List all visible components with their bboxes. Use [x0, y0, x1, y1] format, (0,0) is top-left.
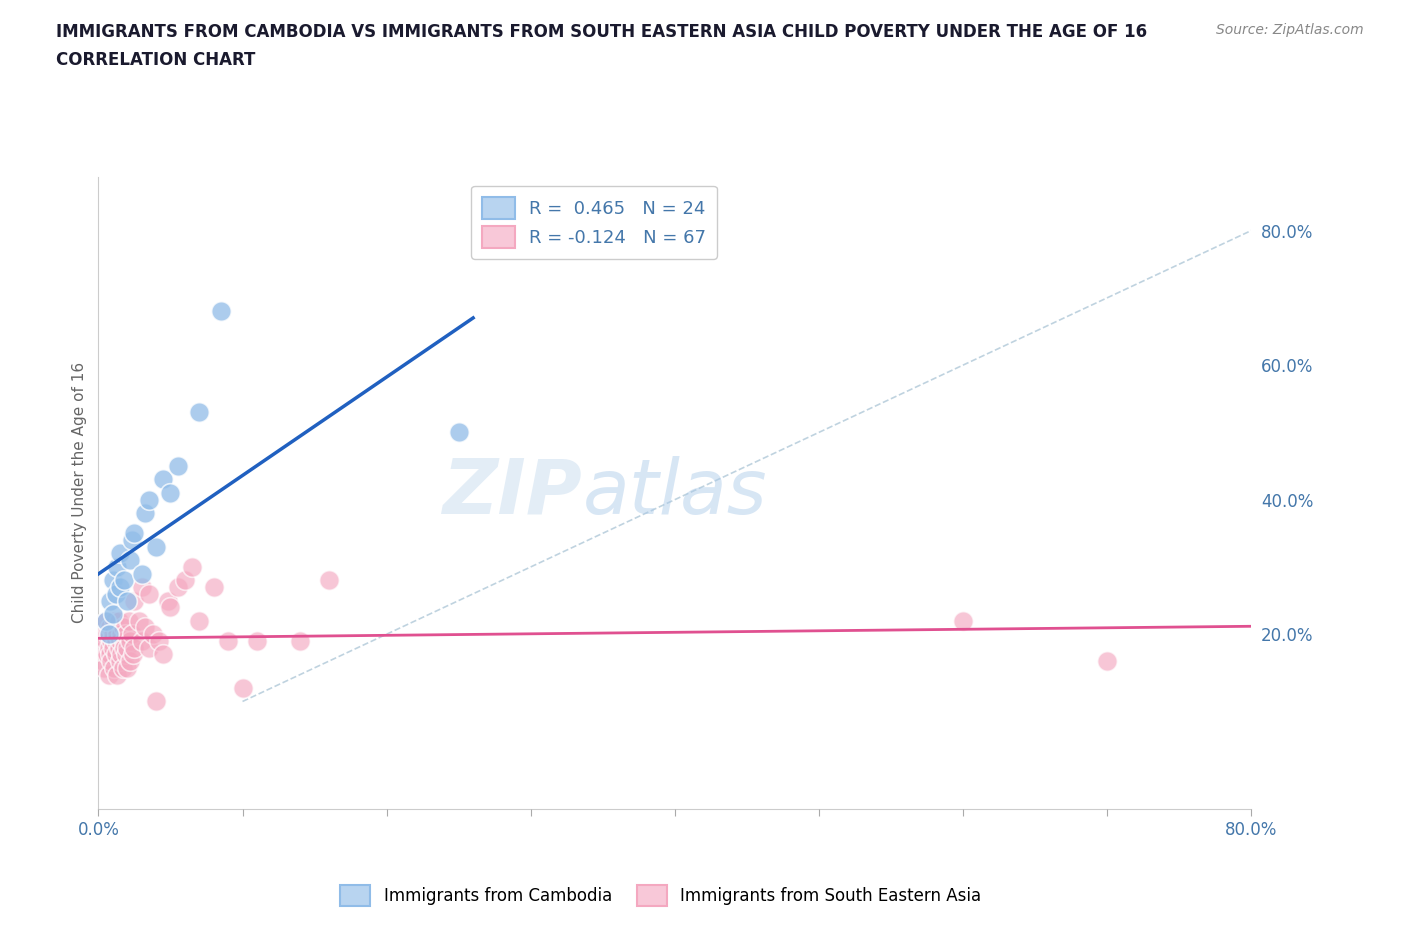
Point	[117, 660, 139, 675]
Point	[103, 613, 125, 628]
Point	[202, 579, 225, 594]
Point	[128, 613, 150, 628]
Point	[100, 633, 122, 648]
Point	[952, 613, 974, 628]
Point	[290, 633, 312, 648]
Point	[152, 647, 174, 662]
Point	[90, 640, 112, 655]
Point	[138, 640, 160, 655]
Point	[101, 640, 124, 655]
Point	[145, 694, 167, 709]
Point	[1097, 654, 1119, 669]
Point	[181, 560, 204, 575]
Point	[101, 606, 124, 621]
Point	[94, 613, 117, 628]
Point	[159, 600, 181, 615]
Point	[98, 647, 121, 662]
Point	[108, 633, 131, 648]
Point	[96, 627, 118, 642]
Point	[105, 667, 128, 682]
Point	[124, 593, 146, 608]
Text: CORRELATION CHART: CORRELATION CHART	[56, 51, 256, 69]
Point	[159, 485, 181, 500]
Text: ZIP: ZIP	[443, 456, 582, 530]
Point	[447, 425, 470, 440]
Point	[124, 640, 146, 655]
Point	[107, 613, 129, 628]
Point	[114, 647, 136, 662]
Point	[93, 660, 115, 675]
Point	[124, 525, 146, 540]
Legend: R =  0.465   N = 24, R = -0.124   N = 67: R = 0.465 N = 24, R = -0.124 N = 67	[471, 186, 717, 259]
Point	[108, 579, 131, 594]
Point	[131, 579, 153, 594]
Point	[104, 587, 127, 602]
Text: IMMIGRANTS FROM CAMBODIA VS IMMIGRANTS FROM SOUTH EASTERN ASIA CHILD POVERTY UND: IMMIGRANTS FROM CAMBODIA VS IMMIGRANTS F…	[56, 23, 1147, 41]
Point	[246, 633, 269, 648]
Point	[117, 593, 139, 608]
Point	[188, 405, 211, 419]
Legend: Immigrants from Cambodia, Immigrants from South Eastern Asia: Immigrants from Cambodia, Immigrants fro…	[333, 879, 988, 912]
Point	[110, 627, 132, 642]
Point	[98, 620, 121, 635]
Point	[96, 647, 118, 662]
Point	[120, 633, 142, 648]
Point	[100, 654, 122, 669]
Point	[104, 633, 127, 648]
Point	[97, 627, 120, 642]
Point	[105, 627, 128, 642]
Point	[112, 573, 135, 588]
Point	[131, 633, 153, 648]
Text: Source: ZipAtlas.com: Source: ZipAtlas.com	[1216, 23, 1364, 37]
Point	[103, 660, 125, 675]
Point	[114, 627, 136, 642]
Point	[120, 654, 142, 669]
Point	[145, 539, 167, 554]
Point	[134, 620, 156, 635]
Point	[121, 627, 143, 642]
Point	[101, 627, 124, 642]
Point	[231, 681, 254, 696]
Point	[156, 593, 179, 608]
Point	[318, 573, 340, 588]
Point	[131, 566, 153, 581]
Point	[104, 647, 127, 662]
Point	[107, 640, 129, 655]
Point	[174, 573, 197, 588]
Point	[94, 613, 117, 628]
Text: atlas: atlas	[582, 456, 768, 530]
Point	[93, 627, 115, 642]
Point	[111, 660, 134, 675]
Point	[91, 654, 114, 669]
Point	[98, 593, 121, 608]
Point	[118, 613, 141, 628]
Point	[138, 587, 160, 602]
Point	[138, 492, 160, 507]
Point	[110, 647, 132, 662]
Point	[148, 633, 170, 648]
Point	[142, 627, 165, 642]
Point	[108, 546, 131, 561]
Point	[111, 620, 134, 635]
Point	[134, 506, 156, 521]
Point	[188, 613, 211, 628]
Point	[105, 560, 128, 575]
Point	[209, 304, 232, 319]
Point	[122, 647, 145, 662]
Point	[217, 633, 239, 648]
Point	[94, 633, 117, 648]
Point	[121, 533, 143, 548]
Point	[166, 458, 188, 473]
Point	[166, 579, 188, 594]
Point	[97, 640, 120, 655]
Y-axis label: Child Poverty Under the Age of 16: Child Poverty Under the Age of 16	[72, 363, 87, 623]
Point	[101, 573, 124, 588]
Point	[112, 640, 135, 655]
Point	[112, 633, 135, 648]
Point	[117, 640, 139, 655]
Point	[120, 552, 142, 567]
Point	[108, 654, 131, 669]
Point	[152, 472, 174, 487]
Point	[97, 667, 120, 682]
